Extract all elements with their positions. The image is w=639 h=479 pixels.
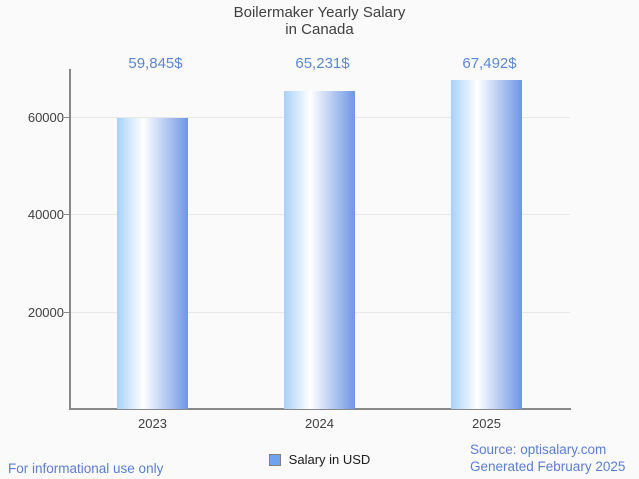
- bar-2025[interactable]: [451, 80, 522, 409]
- legend: Salary in USD: [0, 452, 639, 467]
- legend-swatch-icon: [268, 453, 281, 466]
- footer-disclaimer: For informational use only: [8, 461, 164, 476]
- y-axis-tick-60000: [64, 116, 70, 118]
- y-axis-tick-20000: [64, 311, 70, 313]
- footer-source: Source: optisalary.com Generated Februar…: [470, 441, 625, 475]
- y-axis-tick-40000: [64, 214, 70, 216]
- y-axis-line: [69, 69, 71, 410]
- bar-value-label-2024: 65,231$: [295, 55, 350, 72]
- legend-label: Salary in USD: [288, 452, 371, 467]
- bar-value-label-2023: 59,845$: [128, 55, 183, 72]
- chart-title-line2: in Canada: [285, 21, 354, 38]
- y-axis-label-60000: 60000: [27, 109, 64, 125]
- y-axis-label-40000: 40000: [27, 207, 64, 223]
- x-axis-line: [69, 408, 571, 410]
- bar-value-label-2025: 67,492$: [462, 55, 517, 72]
- y-axis-label-20000: 20000: [27, 304, 64, 320]
- footer-generated-line: Generated February 2025: [470, 459, 626, 474]
- x-axis-label-2024: 2024: [305, 416, 334, 431]
- footer-source-line: Source: optisalary.com: [470, 442, 607, 457]
- x-axis-label-2023: 2023: [138, 416, 167, 431]
- chart-title: Boilermaker Yearly Salary in Canada: [0, 4, 639, 38]
- bar-2023[interactable]: [117, 117, 188, 409]
- bar-2024[interactable]: [284, 91, 355, 409]
- chart-title-line1: Boilermaker Yearly Salary: [233, 4, 406, 21]
- x-axis-label-2025: 2025: [472, 416, 501, 431]
